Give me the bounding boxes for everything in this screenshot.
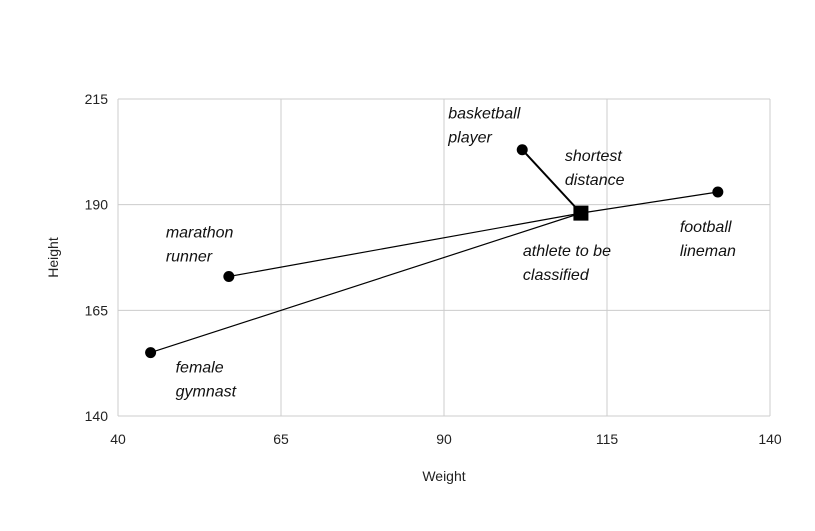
label-line: gymnast	[176, 384, 237, 401]
point-label: football lineman	[680, 219, 736, 260]
label-line: football	[680, 219, 732, 236]
distance-line	[150, 212, 582, 354]
data-point	[712, 186, 724, 198]
point-label: marathon runner	[166, 225, 234, 266]
label-line: marathon	[166, 225, 234, 242]
x-tick-label: 40	[110, 431, 126, 447]
annotation-shortest-distance: shortest distance	[565, 148, 625, 189]
y-tick-label: 215	[85, 91, 109, 107]
label-line: basketball	[448, 106, 520, 123]
data-point	[223, 271, 235, 283]
data-point	[516, 144, 528, 156]
target-label: athlete to be classified	[523, 243, 611, 284]
y-tick-label: 190	[85, 197, 109, 213]
x-tick-label: 65	[273, 431, 289, 447]
label-line: lineman	[680, 243, 736, 260]
data-point	[145, 347, 157, 359]
distance-line	[521, 149, 582, 214]
point-label: basketball player	[447, 106, 520, 147]
label-line: runner	[166, 249, 213, 266]
target-point	[573, 205, 589, 221]
label-line: player	[447, 130, 492, 147]
label-line: athlete to be	[523, 243, 611, 260]
x-tick-label: 140	[758, 431, 782, 447]
distance-line	[580, 191, 718, 214]
x-tick-label: 90	[436, 431, 452, 447]
y-tick-label: 165	[85, 302, 109, 318]
label-line: distance	[565, 172, 625, 189]
label-line: female	[176, 360, 224, 377]
x-tick-label: 115	[596, 431, 619, 447]
label-line: classified	[523, 267, 590, 284]
y-axis-label: Height	[45, 237, 61, 278]
distance-line	[228, 212, 582, 278]
label-line: shortest	[565, 148, 622, 165]
y-tick-label: 140	[85, 408, 109, 424]
x-axis-label: Weight	[422, 468, 465, 484]
point-label: female gymnast	[176, 360, 237, 401]
